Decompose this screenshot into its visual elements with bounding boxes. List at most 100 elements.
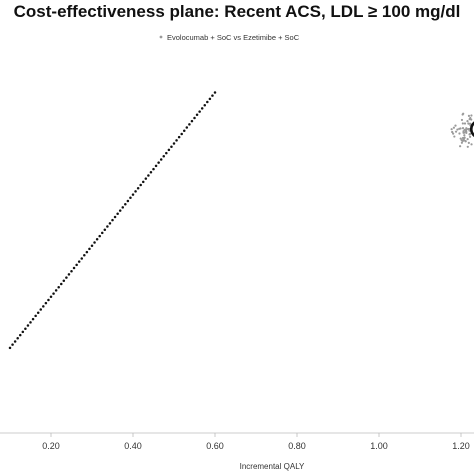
scatter-point [463, 131, 466, 134]
threshold-dot [34, 314, 37, 318]
scatter-point [458, 132, 461, 135]
threshold-dot [36, 311, 40, 314]
threshold-dot [175, 139, 178, 142]
scatter-point [460, 141, 464, 144]
scatter-point [467, 114, 471, 117]
threshold-dot [39, 308, 42, 311]
scatter-point [460, 118, 464, 122]
scatter-points [450, 112, 473, 148]
threshold-dot [95, 238, 99, 241]
threshold-dot [195, 113, 199, 117]
threshold-dot [67, 273, 71, 276]
scatter-point [470, 114, 473, 117]
threshold-dot [139, 183, 142, 187]
scatter-point [470, 143, 473, 146]
threshold-dot [172, 142, 176, 145]
scatter-point [461, 122, 464, 125]
x-tick-label: 0.20 [42, 441, 60, 451]
threshold-dot [49, 295, 53, 299]
threshold-dot [70, 269, 73, 273]
legend: Evolocumab + SoC vs Ezetimibe + SoC [159, 33, 300, 42]
threshold-dot [211, 94, 214, 97]
x-tick-label: 0.40 [124, 441, 142, 451]
x-tick-label: 0.60 [206, 441, 224, 451]
scatter-point [464, 140, 467, 143]
scatter-point [463, 122, 467, 125]
threshold-dot [124, 202, 127, 206]
scatter-point [465, 127, 468, 130]
threshold-dot [42, 305, 45, 308]
scatter-point [453, 135, 456, 138]
threshold-dot [157, 161, 160, 164]
threshold-dot [31, 317, 35, 321]
threshold-line [8, 91, 217, 350]
threshold-dot [47, 298, 50, 302]
confidence-ellipse [469, 121, 474, 138]
threshold-dot [170, 145, 173, 148]
threshold-dot [200, 107, 204, 110]
x-axis-ticks: 0.20 0.40 0.60 0.80 1.00 1.20 [42, 433, 470, 451]
scatter-point [452, 126, 455, 129]
scatter-point [470, 118, 473, 121]
threshold-dot [159, 158, 163, 161]
threshold-dot [88, 247, 91, 251]
threshold-dot [206, 100, 209, 104]
threshold-dot [116, 212, 119, 216]
x-tick-label: 1.20 [452, 441, 470, 451]
threshold-dot [57, 285, 60, 289]
scatter-point [467, 141, 470, 144]
threshold-dot [44, 301, 48, 305]
threshold-dot [60, 282, 63, 286]
threshold-dot [203, 103, 206, 107]
threshold-dot [93, 241, 96, 244]
threshold-dot [72, 266, 76, 270]
scatter-point [461, 127, 465, 130]
scatter-point [461, 139, 464, 143]
threshold-dot [103, 228, 107, 231]
scatter-point [466, 137, 469, 141]
scatter-point [464, 130, 468, 133]
threshold-dot [213, 91, 217, 94]
scatter-point [466, 120, 469, 123]
scatter-point [451, 130, 454, 134]
threshold-dot [80, 257, 83, 260]
threshold-dot [90, 244, 94, 247]
scatter-point [466, 145, 469, 148]
threshold-dot [193, 116, 196, 120]
threshold-dot [185, 126, 189, 129]
threshold-dot [126, 199, 130, 203]
threshold-dot [85, 250, 89, 254]
threshold-dot [144, 177, 148, 180]
scatter-point [454, 124, 457, 127]
scatter-point [468, 132, 472, 136]
scatter-point [459, 137, 462, 140]
threshold-dot [154, 164, 158, 168]
threshold-dot [62, 279, 66, 283]
scatter-point [454, 130, 458, 133]
threshold-dot [183, 129, 186, 132]
scatter-point [461, 113, 464, 116]
threshold-dot [142, 180, 145, 184]
threshold-dot [19, 333, 22, 337]
threshold-dot [111, 218, 114, 222]
threshold-dot [118, 209, 122, 212]
chart-title: Cost-effectiveness plane: Recent ACS, LD… [14, 2, 461, 21]
legend-marker-scatter [159, 35, 163, 39]
threshold-dot [188, 123, 191, 126]
threshold-dot [101, 231, 104, 235]
scatter-point [450, 128, 453, 131]
threshold-dot [54, 289, 58, 292]
threshold-dot [24, 327, 27, 330]
threshold-dot [149, 171, 153, 174]
threshold-dot [208, 97, 212, 101]
threshold-dot [108, 222, 112, 225]
threshold-dot [77, 260, 81, 263]
threshold-dot [152, 167, 155, 171]
scatter-point [458, 127, 461, 130]
threshold-dot [29, 321, 32, 324]
scatter-point [463, 137, 466, 140]
threshold-dot [131, 193, 135, 196]
scatter-point [456, 128, 459, 131]
threshold-dot [113, 215, 117, 219]
